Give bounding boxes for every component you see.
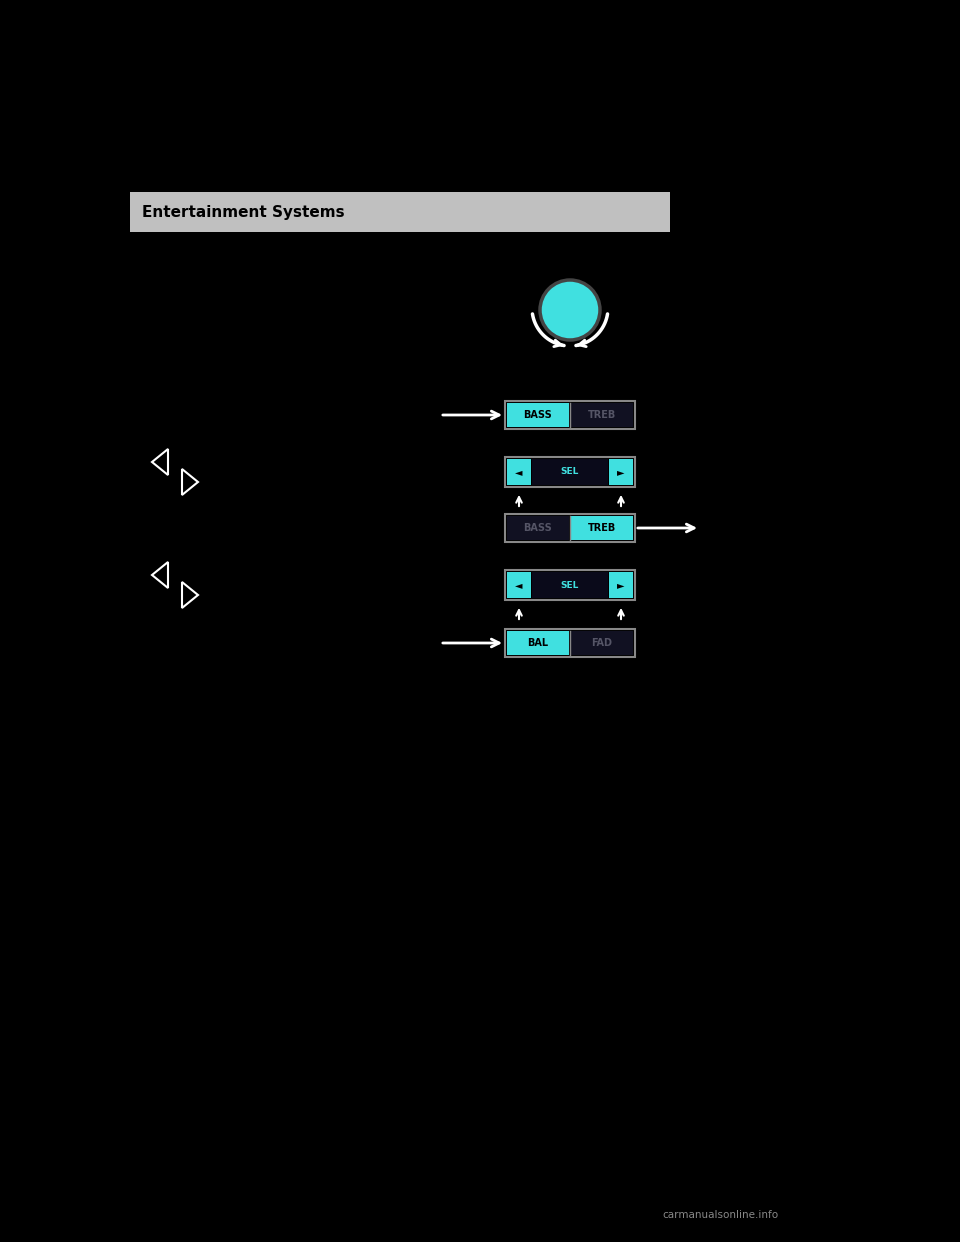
Circle shape [540,279,600,340]
Bar [507,631,569,655]
Bar [571,402,633,427]
Bar [507,402,569,427]
Text: BASS: BASS [523,523,552,533]
Bar [571,631,633,655]
Text: ◄: ◄ [516,467,523,477]
Text: ►: ► [617,580,625,590]
Text: TREB: TREB [588,523,616,533]
Bar [507,515,569,540]
Bar [532,573,608,597]
Bar [609,460,633,484]
Bar [571,515,633,540]
Bar [507,573,531,597]
Bar [505,401,635,428]
Text: BASS: BASS [523,410,552,420]
Text: TREB: TREB [588,410,616,420]
Bar [532,460,608,484]
Text: SEL: SEL [561,467,579,477]
Bar [507,460,531,484]
Bar [130,193,670,232]
Text: FAD: FAD [591,638,612,648]
Bar [609,573,633,597]
Text: BAL: BAL [527,638,548,648]
Bar [505,570,635,600]
Bar [505,457,635,487]
Bar [505,514,635,542]
Text: SEL: SEL [561,580,579,590]
Text: ◄: ◄ [516,580,523,590]
Bar [505,628,635,657]
Text: ►: ► [617,467,625,477]
Text: carmanualsonline.info: carmanualsonline.info [662,1210,778,1220]
Text: Entertainment Systems: Entertainment Systems [142,205,345,220]
